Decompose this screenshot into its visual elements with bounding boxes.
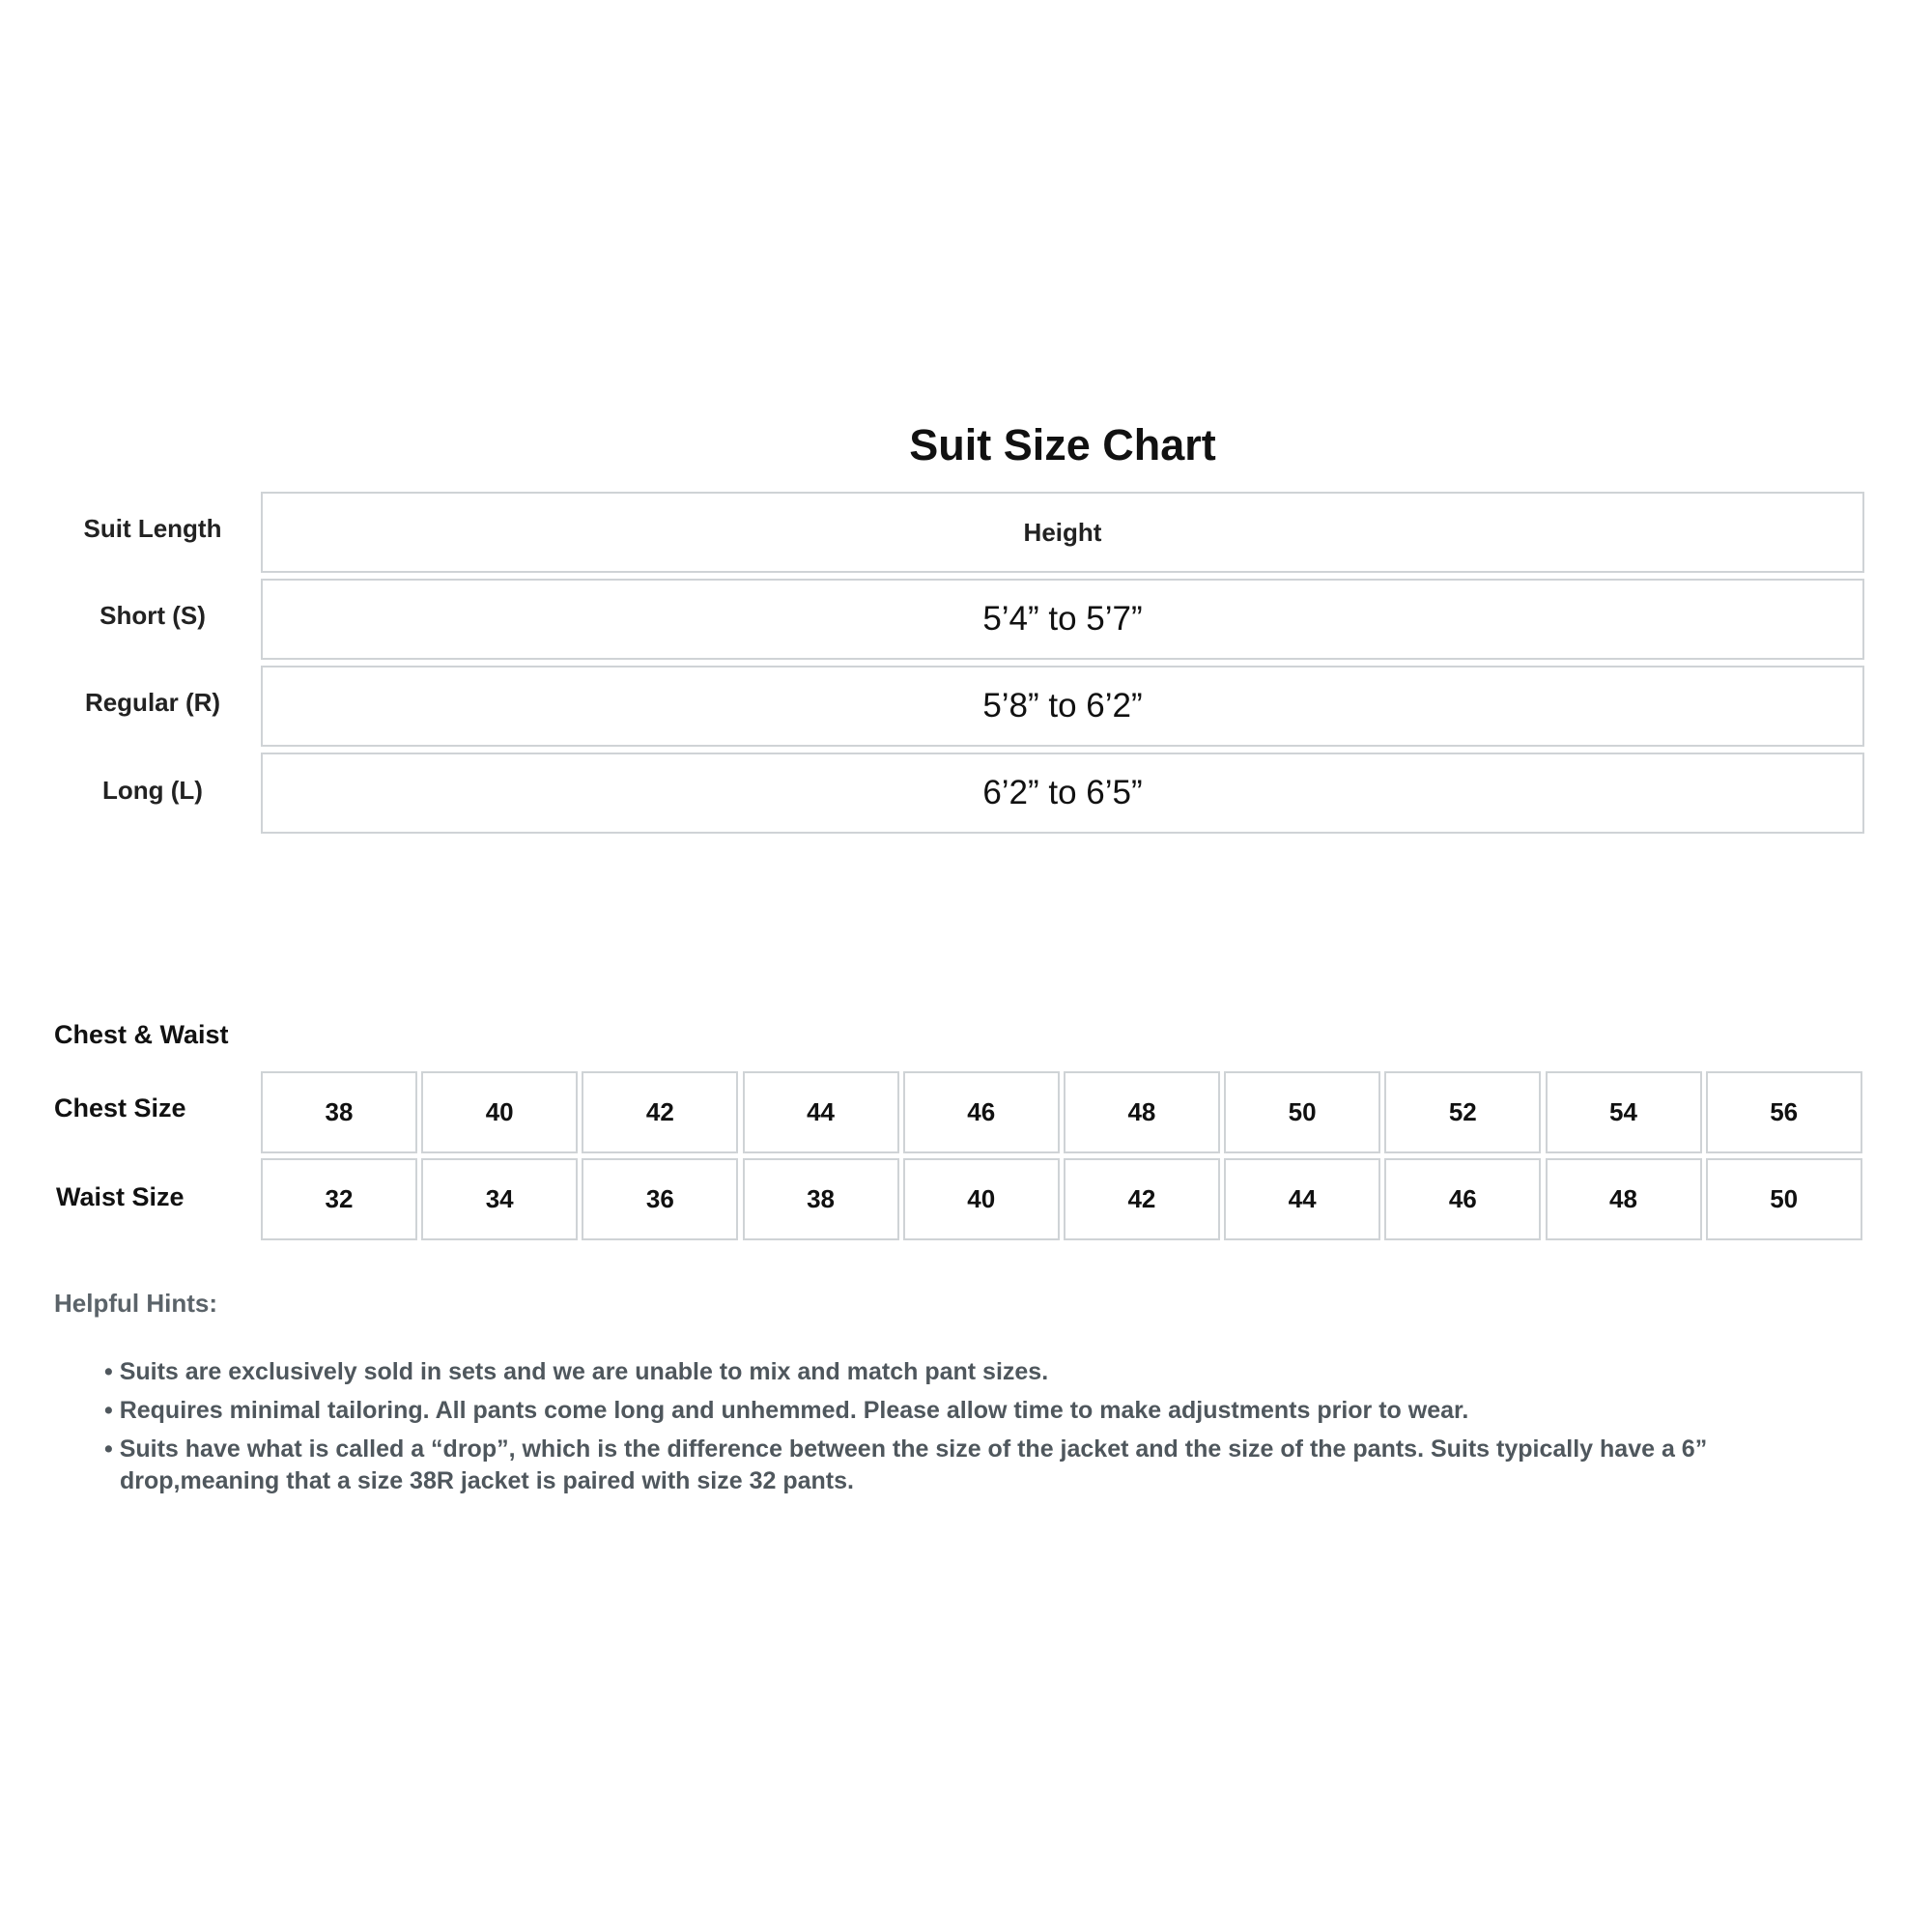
waist-size-row: 32 34 36 38 40 42 44 46 48 50 (261, 1158, 1866, 1240)
height-header: Height (1023, 517, 1102, 547)
chest-size-cell: 44 (742, 1071, 899, 1153)
length-header-label: Suit Length (83, 514, 222, 543)
height-value: 6’2” to 6’5” (982, 774, 1143, 811)
height-value: 5’4” to 5’7” (982, 600, 1143, 638)
length-header-cell: Height (261, 492, 1864, 573)
waist-size-cell: 44 (1224, 1158, 1381, 1240)
waist-size-label: Waist Size (56, 1182, 185, 1211)
length-row-label: Long (L) (102, 776, 203, 805)
length-row: 5’8” to 6’2” (261, 666, 1864, 747)
chest-size-cell: 50 (1224, 1071, 1381, 1153)
length-row-label: Regular (R) (84, 688, 221, 717)
waist-size-cell: 34 (421, 1158, 579, 1240)
chest-size-cell: 40 (421, 1071, 579, 1153)
waist-size-cell: 46 (1384, 1158, 1542, 1240)
waist-size-cell: 50 (1705, 1158, 1862, 1240)
waist-size-cell: 32 (261, 1158, 417, 1240)
hint-item: • Suits have what is called a “drop”, wh… (104, 1435, 1708, 1494)
chest-size-label: Chest Size (54, 1094, 186, 1122)
chest-size-cell: 48 (1063, 1071, 1220, 1153)
waist-size-cell: 40 (902, 1158, 1060, 1240)
height-value: 5’8” to 6’2” (982, 687, 1143, 724)
hint-item: • Requires minimal tailoring. All pants … (104, 1397, 1469, 1424)
waist-size-cell: 36 (582, 1158, 739, 1240)
chest-waist-heading: Chest & Waist (54, 1020, 229, 1049)
length-row: 5’4” to 5’7” (261, 579, 1864, 660)
length-row-label: Short (S) (99, 601, 206, 630)
waist-size-cell: 48 (1545, 1158, 1702, 1240)
chest-size-row: 38 40 42 44 46 48 50 52 54 56 (261, 1071, 1866, 1153)
chest-size-cell: 38 (261, 1071, 417, 1153)
chest-size-cell: 54 (1545, 1071, 1702, 1153)
chest-size-cell: 52 (1384, 1071, 1542, 1153)
waist-size-cell: 38 (742, 1158, 899, 1240)
helpful-hints-heading: Helpful Hints: (54, 1289, 217, 1318)
waist-size-cell: 42 (1063, 1158, 1220, 1240)
hint-item: • Suits are exclusively sold in sets and… (104, 1358, 1049, 1385)
chest-size-cell: 56 (1705, 1071, 1862, 1153)
chest-size-cell: 42 (582, 1071, 739, 1153)
page-title: Suit Size Chart (909, 420, 1216, 469)
length-row: 6’2” to 6’5” (261, 753, 1864, 834)
chest-size-cell: 46 (902, 1071, 1060, 1153)
